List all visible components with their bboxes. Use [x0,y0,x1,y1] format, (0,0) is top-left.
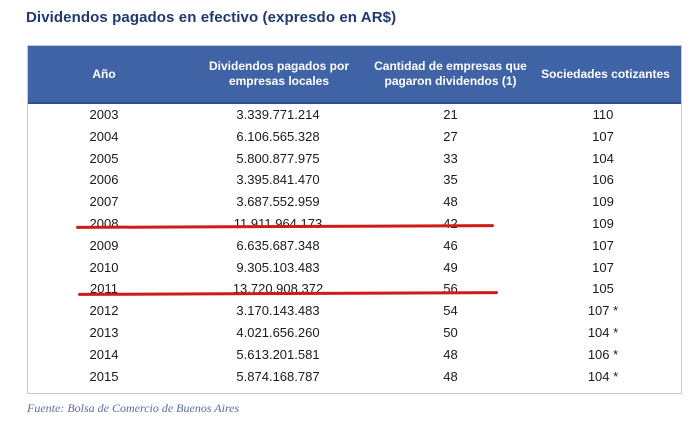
cell-year: 2008 [89,215,119,231]
table-row: 2005 5.800.877.975 33 104 [28,148,681,170]
cell-companies: 35 [443,172,458,188]
cell-listed: 107 [592,128,614,144]
cell-companies: 48 [443,194,458,210]
header-dividends: Dividendos pagados por empresas locales [208,59,349,88]
cell-listed: 106 [592,172,614,188]
header-listed: Sociedades cotizantes [541,66,670,81]
table-row: 2014 5.613.201.581 48 106 * [28,344,681,366]
cell-companies: 48 [443,346,458,362]
table-row: 2006 3.395.841.470 35 106 [28,169,681,191]
cell-year: 2015 [89,368,119,384]
cell-year: 2004 [89,128,119,144]
table-header: Año Dividendos pagados por empresas loca… [28,46,681,104]
cell-year: 2012 [89,303,119,319]
table-row: 2010 9.305.103.483 49 107 [28,257,681,279]
table-row: 2013 4.021.656.260 50 104 * [28,322,681,344]
table-body: 2003 3.339.771.214 21 110 2004 6.106.565.328 2… [28,104,681,387]
cell-year: 2010 [89,259,119,275]
cell-listed: 109 [592,215,614,231]
cell-listed: 109 [592,194,614,210]
cell-companies: 50 [443,324,458,340]
cell-listed: 104 * [587,324,619,340]
table-row: 2015 5.874.168.787 48 104 * [28,366,681,388]
cell-listed: 105 [592,281,614,297]
cell-companies: 46 [443,237,458,253]
cell-dividends: 3.339.771.214 [236,107,320,122]
cell-year: 2003 [89,107,119,122]
cell-companies: 27 [443,128,458,144]
table-row: 2011 13.720.908.372 56 105 [28,278,681,300]
cell-year: 2007 [89,194,119,210]
header-year: Año [92,66,116,81]
table-row: 2004 6.106.565.328 27 107 [28,126,681,148]
source-note: Fuente: Bolsa de Comercio de Buenos Aire… [27,401,240,415]
cell-dividends: 5.874.168.787 [236,368,320,384]
cell-dividends: 5.613.201.581 [236,346,320,362]
table-row: 2003 3.339.771.214 21 110 [28,104,681,126]
dividends-table: Año Dividendos pagados por empresas loca… [27,45,682,394]
cell-listed: 107 * [587,303,619,319]
cell-dividends: 5.800.877.975 [236,150,320,166]
cell-year: 2009 [89,237,119,253]
cell-year: 2005 [89,150,119,166]
table-row: 2007 3.687.552.959 48 109 [28,191,681,213]
cell-year: 2011 [90,281,118,297]
cell-dividends: 9.305.103.483 [236,259,320,275]
cell-companies: 21 [443,107,458,122]
cell-dividends: 6.106.565.328 [236,128,320,144]
table-row: 2012 3.170.143.483 54 107 * [28,300,681,322]
cell-companies: 56 [443,281,458,297]
header-companies: Cantidad de empresas que pagaron dividen… [374,59,527,88]
table-row: 2009 6.635.687.348 46 107 [28,235,681,257]
cell-companies: 49 [443,259,458,275]
cell-companies: 33 [443,150,458,166]
cell-companies: 54 [443,303,458,319]
cell-dividends: 3.170.143.483 [236,303,320,319]
cell-year: 2013 [89,324,119,340]
cell-dividends: 3.687.552.959 [236,194,320,210]
cell-dividends: 4.021.656.260 [236,324,320,340]
cell-companies: 48 [443,368,458,384]
cell-dividends: 13.720.908.372 [232,281,324,297]
cell-dividends: 3.395.841.470 [236,172,320,188]
cell-listed: 107 [592,259,614,275]
page-title: Dividendos pagados en efectivo (expresdo… [26,9,397,26]
cell-listed: 107 [592,237,614,253]
cell-year: 2014 [89,346,119,362]
cell-listed: 110 [592,107,614,122]
cell-listed: 104 [592,150,614,166]
cell-dividends: 6.635.687.348 [236,237,320,253]
cell-year: 2006 [89,172,119,188]
cell-listed: 104 * [587,368,619,384]
cell-listed: 106 * [587,346,619,362]
